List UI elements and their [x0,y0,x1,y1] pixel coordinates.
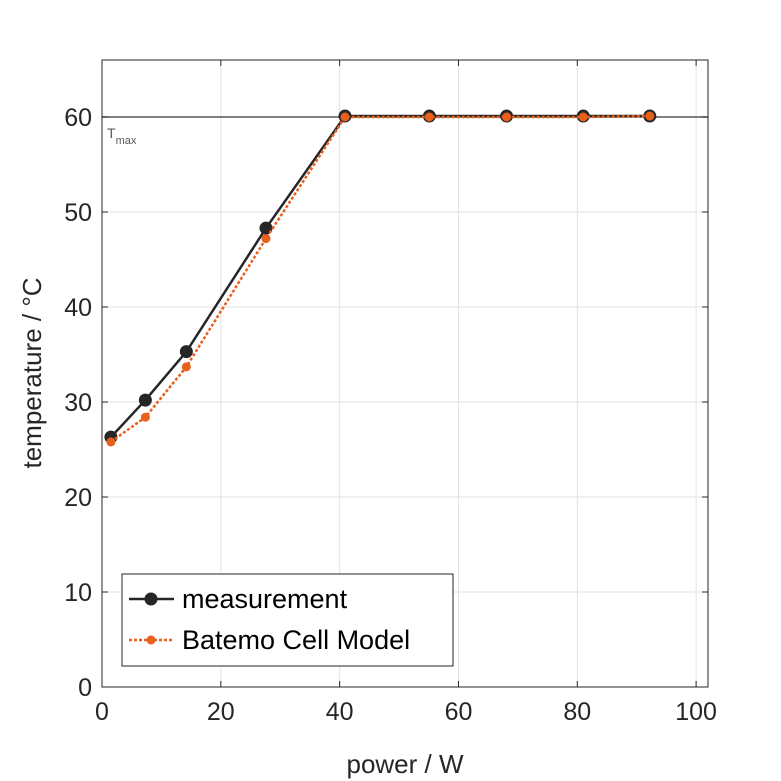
series [104,109,657,447]
data-point [181,362,191,372]
y-tick-label: 30 [64,389,92,417]
series-line [110,114,650,443]
series-batemo-cell-model [106,111,655,447]
series-line [109,114,650,439]
y-tick-label: 0 [78,674,92,702]
data-point [645,111,655,121]
legend-entry: measurement [129,584,348,614]
x-tick-label: 80 [563,698,591,726]
data-point [106,437,116,447]
y-tick-label: 20 [64,484,92,512]
legend-label: Batemo Cell Model [182,625,410,655]
data-point [502,112,512,122]
data-point [138,393,152,407]
legend: measurement Batemo Cell Model [121,573,454,667]
tmax-label: Tmax [107,125,137,147]
x-axis-title: power / W [346,749,463,779]
legend-label: measurement [182,584,348,614]
y-tick-label: 50 [64,199,92,227]
y-tick-label: 10 [64,579,92,607]
legend-box [121,573,454,667]
y-axis-title: temperature / °C [17,277,47,468]
axis-ticks: 0 20 40 60 80 100 0 10 20 30 40 50 60 [64,60,717,726]
series-measurement [104,109,657,444]
legend-entry: Batemo Cell Model [129,625,410,655]
x-tick-label: 100 [675,698,717,726]
x-tick-label: 40 [326,698,354,726]
data-point [261,234,271,244]
legend-swatch-marker [144,592,158,606]
data-point [140,412,150,422]
y-tick-label: 40 [64,294,92,322]
legend-swatch-marker [146,635,156,645]
data-point [424,112,434,122]
data-point [578,112,588,122]
data-point [179,345,193,359]
data-point [340,112,350,122]
x-tick-label: 0 [95,698,109,726]
x-tick-label: 20 [207,698,235,726]
y-tick-label: 60 [64,104,92,132]
plot-frame [101,59,709,688]
x-tick-label: 60 [445,698,473,726]
